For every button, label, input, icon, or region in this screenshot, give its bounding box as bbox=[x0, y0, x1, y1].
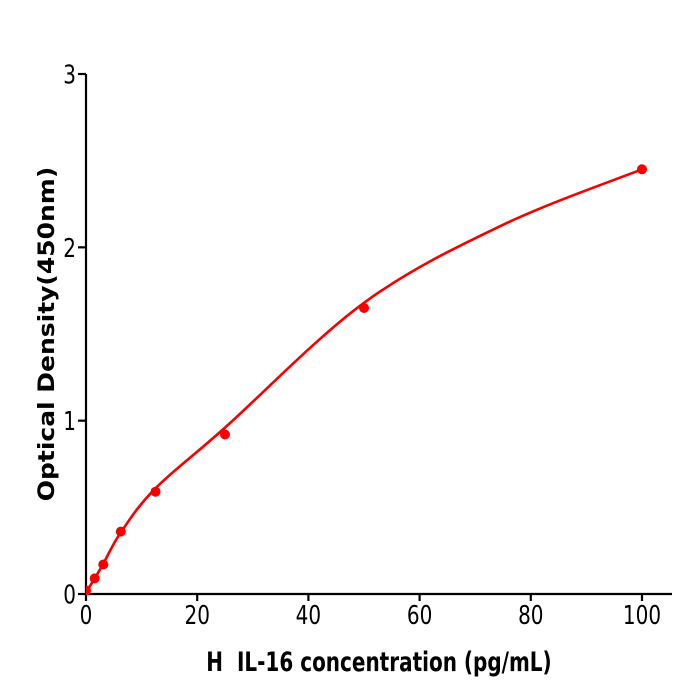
x-tick-label: 80 bbox=[518, 600, 543, 630]
y-tick-label: 2 bbox=[63, 233, 76, 263]
data-point bbox=[359, 303, 369, 313]
data-point bbox=[86, 585, 91, 596]
data-point bbox=[115, 526, 126, 537]
y-tick-label: 3 bbox=[63, 60, 76, 90]
y-axis-tick-labels: 0 1 2 3 bbox=[63, 60, 76, 610]
x-tick-label: 20 bbox=[184, 600, 209, 630]
data-point bbox=[220, 429, 230, 440]
x-axis-tick-labels: 0 20 40 60 80 100 bbox=[80, 600, 661, 630]
axis-spines bbox=[84, 74, 672, 596]
data-point bbox=[98, 559, 109, 570]
y-axis-ticks bbox=[78, 72, 86, 596]
x-tick-label: 40 bbox=[296, 600, 321, 630]
x-axis-title: H IL-16 concentration (pg/mL) bbox=[206, 646, 551, 678]
data-point-group bbox=[86, 164, 647, 596]
x-tick-label: 0 bbox=[80, 600, 93, 630]
y-tick-label: 1 bbox=[63, 407, 76, 437]
y-axis-title: Optical Density(450nm) bbox=[33, 167, 59, 501]
x-tick-label: 100 bbox=[623, 600, 661, 630]
data-point bbox=[637, 164, 647, 175]
x-tick-label: 60 bbox=[407, 600, 432, 630]
data-point bbox=[89, 573, 100, 584]
y-tick-label: 0 bbox=[63, 580, 76, 610]
fit-curve-line bbox=[86, 168, 644, 594]
data-point bbox=[150, 486, 161, 497]
